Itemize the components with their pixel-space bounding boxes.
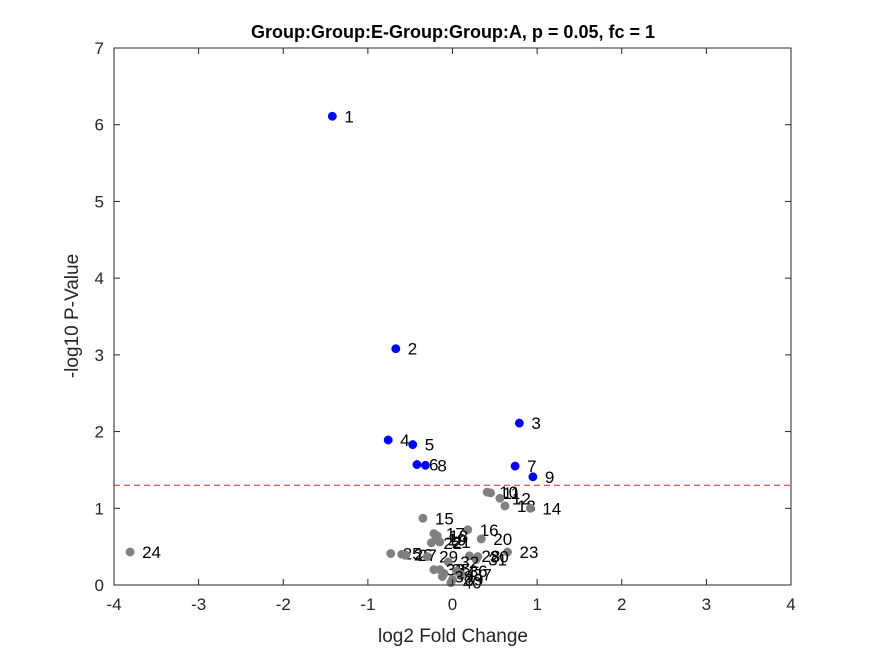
data-point-label-5: 5 — [425, 436, 434, 455]
data-point-14 — [525, 503, 535, 513]
data-point-16 — [463, 525, 473, 535]
data-point-37 — [456, 569, 466, 579]
data-point-label-6: 6 — [429, 456, 438, 475]
data-point-38 — [437, 572, 447, 582]
x-tick-label: 4 — [786, 595, 795, 614]
data-point-label-1: 1 — [344, 107, 353, 126]
x-tick-label: 0 — [448, 595, 457, 614]
data-point-20 — [476, 534, 486, 544]
data-point-label-40: 40 — [463, 574, 482, 593]
data-point-label-12: 12 — [512, 489, 531, 508]
data-point-label-36: 36 — [469, 562, 488, 581]
y-tick-label: 5 — [95, 192, 104, 211]
x-tick-label: -1 — [360, 595, 375, 614]
chart-title: Group:Group:E-Group:Group:A, p = 0.05, f… — [251, 22, 655, 42]
data-point-22 — [426, 538, 436, 548]
data-point-label-8: 8 — [437, 456, 446, 475]
data-point-label-28: 28 — [481, 547, 500, 566]
data-point-4 — [383, 435, 393, 445]
data-point-label-23: 23 — [520, 543, 539, 562]
data-point-label-16: 16 — [480, 521, 499, 540]
data-point-label-20: 20 — [493, 530, 512, 549]
data-point-11 — [486, 488, 496, 498]
data-point-label-14: 14 — [542, 499, 561, 518]
data-point-label-18: 18 — [449, 527, 468, 546]
x-tick-label: -2 — [276, 595, 291, 614]
data-point-12 — [495, 493, 505, 503]
data-point-label-30: 30 — [490, 548, 509, 567]
plot-area — [114, 48, 791, 585]
data-point-label-17: 17 — [446, 525, 465, 544]
data-point-7 — [510, 461, 520, 471]
data-point-label-22: 22 — [443, 534, 462, 553]
y-tick-label: 6 — [95, 116, 104, 135]
x-tick-label: 2 — [617, 595, 626, 614]
x-tick-label: -3 — [191, 595, 206, 614]
data-point-label-4: 4 — [400, 431, 409, 450]
data-point-23 — [503, 547, 512, 557]
data-point-label-21: 21 — [452, 533, 471, 552]
data-point-label-11: 11 — [503, 484, 521, 503]
data-point-label-7: 7 — [527, 457, 536, 476]
data-point-2 — [391, 344, 401, 354]
data-point-29 — [422, 552, 432, 562]
data-point-label-24: 24 — [142, 543, 161, 562]
data-point-24 — [125, 547, 135, 557]
data-point-label-38: 38 — [454, 568, 473, 587]
data-point-1 — [327, 111, 337, 121]
data-point-label-34: 34 — [456, 564, 475, 583]
data-point-27 — [401, 550, 411, 560]
data-point-label-9: 9 — [545, 468, 554, 487]
x-tick-label: -4 — [106, 595, 121, 614]
data-point-6 — [412, 460, 422, 470]
data-point-31 — [471, 555, 481, 565]
y-tick-label: 0 — [95, 576, 104, 595]
y-tick-label: 1 — [95, 499, 104, 518]
data-point-label-32: 32 — [460, 553, 479, 572]
y-tick-label: 7 — [95, 39, 104, 58]
x-tick-label: 1 — [532, 595, 541, 614]
data-point-13 — [500, 501, 510, 511]
data-point-label-15: 15 — [435, 509, 454, 528]
data-point-3 — [514, 418, 524, 428]
data-point-32 — [443, 557, 453, 567]
data-point-label-31: 31 — [488, 551, 507, 570]
data-point-40 — [446, 578, 456, 588]
y-axis-label: -log10 P-Value — [62, 254, 83, 378]
data-point-label-19: 19 — [448, 531, 467, 550]
data-point-25 — [386, 549, 396, 558]
y-tick-label: 4 — [95, 269, 104, 288]
data-point-label-37: 37 — [473, 565, 492, 584]
data-point-9 — [528, 472, 538, 482]
data-point-5 — [408, 440, 418, 450]
data-point-label-3: 3 — [531, 414, 540, 433]
data-point-15 — [418, 513, 428, 523]
chart-marks: 1234568791011121314151617181920212223242… — [114, 107, 791, 593]
y-tick-label: 2 — [95, 423, 104, 442]
data-point-label-2: 2 — [408, 340, 417, 359]
data-point-8 — [420, 460, 430, 470]
x-tick-label: 3 — [702, 595, 711, 614]
x-axis-label: log2 Fold Change — [378, 626, 528, 647]
y-tick-label: 3 — [95, 346, 104, 365]
